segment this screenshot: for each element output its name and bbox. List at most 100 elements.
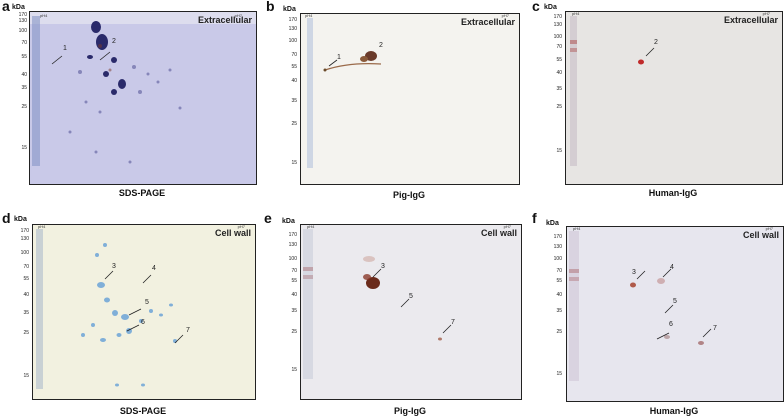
marker-label: 15: [556, 371, 562, 377]
marker-label: 70: [556, 44, 562, 50]
spot-label-7: 7: [186, 327, 190, 334]
caption-a: SDS-PAGE: [118, 188, 166, 198]
ph7-label: pH7: [762, 11, 770, 16]
ph4-label: pH4: [307, 224, 315, 229]
marker-label: 55: [556, 278, 562, 284]
marker-label: 130: [553, 244, 562, 250]
marker-label: 40: [23, 292, 29, 298]
panel-d: d kDa pH4 pH7 Cell wall 3: [0, 210, 258, 417]
marker-label: 170: [553, 14, 562, 20]
spot-label-6: 6: [141, 319, 145, 326]
spot-label-1: 1: [337, 54, 341, 61]
spot-label-4: 4: [670, 264, 674, 271]
marker-label: 15: [556, 148, 562, 154]
marker-label: 40: [556, 70, 562, 76]
panel-label-d: d: [2, 210, 11, 226]
ph7-label: pH7: [237, 224, 245, 229]
panel-f: f kDa pH4 pH7 Cell wall 3 4 5 6 7 170 13…: [530, 210, 784, 417]
spot-label-5: 5: [145, 299, 149, 306]
gel-spots-a: [30, 12, 256, 184]
marker-label: 25: [556, 329, 562, 335]
panel-label-e: e: [264, 210, 272, 226]
panel-c: c kDa pH4 pH7 Extracellular 2 170 130 10…: [530, 0, 784, 205]
panel-b-title: Extracellular: [460, 17, 515, 27]
marker-label: 35: [291, 98, 297, 104]
marker-label: 55: [291, 278, 297, 284]
kda-label: kDa: [12, 4, 25, 11]
gel-image-a: pH4 pH7 Extracellular 1 2: [29, 11, 257, 185]
marker-label: 55: [21, 54, 27, 60]
marker-label: 100: [18, 28, 27, 34]
spot-label-3: 3: [112, 263, 116, 270]
gel-spots-e: [301, 225, 521, 399]
gel-image-d: pH4 pH7 Cell wall 3 4 5 6 7: [32, 224, 256, 400]
marker-label: 15: [291, 160, 297, 166]
kda-label: kDa: [544, 4, 557, 11]
panel-label-b: b: [266, 0, 275, 14]
gel-image-c: pH4 pH7 Extracellular 2: [565, 11, 783, 185]
panel-f-title: Cell wall: [742, 230, 779, 240]
panel-label-c: c: [532, 0, 540, 14]
panel-label-a: a: [2, 0, 10, 14]
marker-label: 100: [553, 256, 562, 262]
marker-label: 35: [291, 308, 297, 314]
panel-c-title: Extracellular: [723, 15, 778, 25]
spot-label-3: 3: [632, 269, 636, 276]
marker-label: 25: [291, 121, 297, 127]
marker-label: 70: [21, 40, 27, 46]
ph4-label: pH4: [573, 226, 581, 231]
marker-label: 130: [553, 22, 562, 28]
marker-label: 100: [20, 250, 29, 256]
spot-label-5: 5: [409, 293, 413, 300]
panel-b: b kDa pH4 pH7 Extracellular 1 2 170 130 …: [266, 0, 524, 205]
caption-e: Pig-IgG: [394, 406, 426, 416]
marker-label: 170: [20, 228, 29, 234]
spot-label-7: 7: [451, 319, 455, 326]
ph4-label: pH4: [40, 13, 48, 18]
marker-label: 40: [21, 72, 27, 78]
marker-label: 15: [21, 145, 27, 151]
kda-label: kDa: [14, 216, 27, 223]
kda-label: kDa: [283, 6, 296, 13]
marker-label: 25: [556, 104, 562, 110]
gel-spots-f: [567, 227, 783, 401]
gel-image-b: pH4 pH7 Extracellular 1 2: [300, 13, 520, 185]
panel-label-f: f: [532, 210, 537, 226]
marker-label: 100: [553, 34, 562, 40]
marker-label: 170: [18, 12, 27, 18]
spot-label-2: 2: [379, 42, 383, 49]
marker-label: 130: [18, 18, 27, 24]
gel-spots-c: [566, 12, 782, 184]
marker-label: 130: [288, 242, 297, 248]
panel-d-title: Cell wall: [214, 228, 251, 238]
marker-label: 40: [291, 292, 297, 298]
panel-a-title: Extracellular: [197, 15, 252, 25]
kda-label: kDa: [282, 218, 295, 225]
gel-image-f: pH4 pH7 Cell wall 3 4 5 6 7: [566, 226, 784, 402]
spot-label-7: 7: [713, 325, 717, 332]
caption-c: Human-IgG: [648, 188, 698, 198]
spot-label-2: 2: [654, 39, 658, 46]
marker-label: 35: [556, 308, 562, 314]
marker-label: 15: [23, 373, 29, 379]
marker-label: 130: [20, 236, 29, 242]
marker-label: 40: [556, 292, 562, 298]
marker-label: 40: [291, 78, 297, 84]
spot-label-6: 6: [669, 321, 673, 328]
gel-spots-b: [301, 14, 519, 184]
kda-label: kDa: [546, 220, 559, 227]
marker-label: 100: [288, 256, 297, 262]
spot-label-5: 5: [673, 298, 677, 305]
marker-label: 35: [21, 85, 27, 91]
ph7-label: pH7: [501, 13, 509, 18]
marker-label: 70: [291, 268, 297, 274]
marker-label: 70: [23, 264, 29, 270]
marker-label: 15: [291, 367, 297, 373]
marker-label: 55: [556, 57, 562, 63]
marker-label: 25: [21, 104, 27, 110]
panel-e-title: Cell wall: [480, 228, 517, 238]
spot-label-4: 4: [152, 265, 156, 272]
panel-e: e kDa pH4 pH7 Cell wall 3 5 7 170 130 10…: [264, 210, 526, 417]
ph7-label: pH7: [503, 224, 511, 229]
ph4-label: pH4: [572, 11, 580, 16]
